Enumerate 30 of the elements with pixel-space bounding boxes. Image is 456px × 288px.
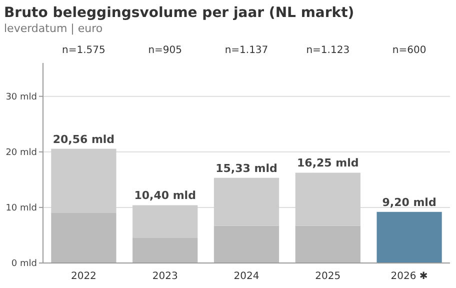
bar — [51, 213, 116, 263]
total-label: 10,40 mld — [134, 189, 196, 202]
bar — [295, 226, 360, 263]
text: n=600 — [392, 45, 426, 56]
bar — [376, 212, 442, 263]
bar — [132, 205, 198, 238]
text: n=1.137 — [224, 45, 268, 56]
x-tick-label: 2026 ✱ — [390, 271, 428, 282]
x-tick-label: 2024 — [234, 271, 260, 282]
text: n=1.575 — [62, 45, 106, 56]
bar — [132, 238, 198, 263]
bar — [214, 178, 280, 226]
bar — [214, 226, 280, 263]
y-tick-label: 20 mld — [6, 148, 37, 158]
total-label: 15,33 mld — [216, 162, 278, 175]
x-tick-label: 2023 — [152, 271, 178, 282]
text: n=1.123 — [306, 45, 350, 56]
y-tick-label: 10 mld — [6, 204, 37, 214]
chart-subtitle: leverdatum | euro — [4, 22, 103, 35]
x-tick-label: 2025 — [315, 271, 341, 282]
total-label: 20,56 mld — [52, 132, 115, 146]
y-tick-label: 0 mld — [11, 259, 37, 270]
bar — [51, 148, 116, 213]
chart-title: Bruto beleggingsvolume per jaar (NL markt) — [4, 5, 354, 21]
x-tick-label: 2022 — [70, 271, 96, 282]
y-tick-label: 30 mld — [6, 92, 37, 102]
bar — [295, 172, 360, 226]
total-label: 16,25 mld — [297, 156, 359, 170]
text: n=905 — [148, 45, 182, 56]
total-label: 9,20 mld — [382, 196, 436, 209]
